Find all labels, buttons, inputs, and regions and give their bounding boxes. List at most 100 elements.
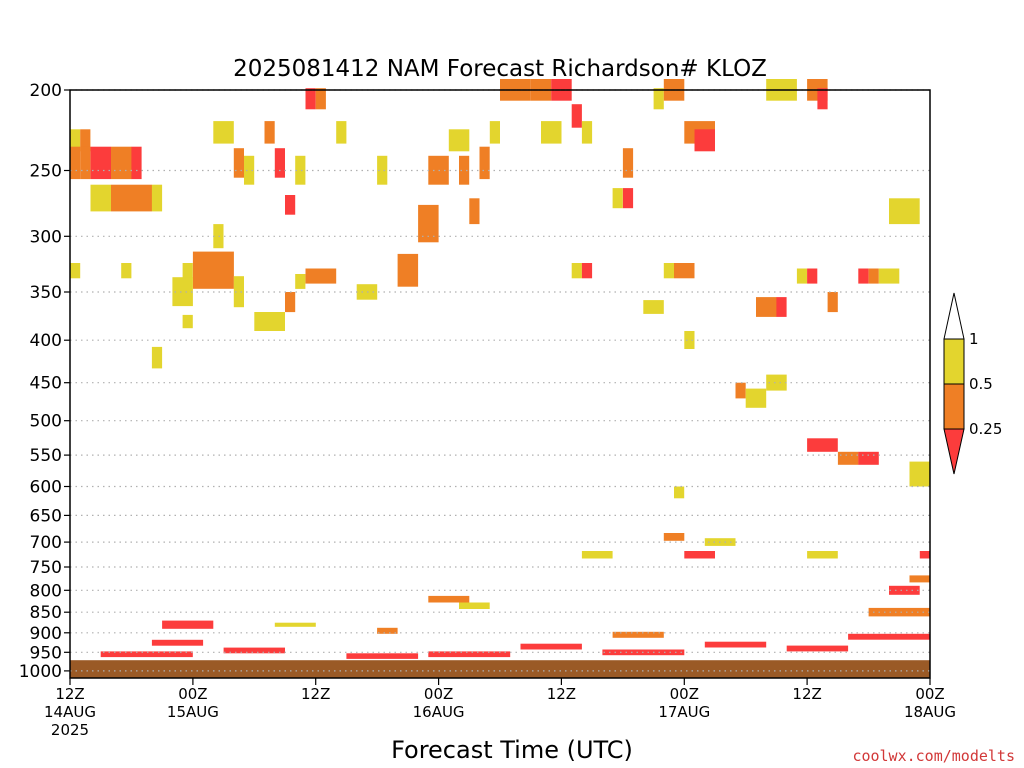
ri-cell-25	[244, 155, 255, 185]
ri-cell-69	[827, 292, 838, 313]
y-tick-label-450: 450	[30, 374, 62, 394]
y-tick-label-800: 800	[30, 581, 62, 601]
x-axis-label: Forecast Time (UTC)	[391, 736, 633, 764]
ri-cell-5	[111, 146, 132, 180]
ri-cell-29	[295, 155, 306, 185]
ri-cell-87	[909, 575, 930, 583]
x-tick-label-0-1: 12Z	[55, 685, 84, 703]
y-tick-label-950: 950	[30, 643, 62, 663]
legend-arrow-top	[943, 292, 965, 340]
ri-cell-72	[878, 268, 900, 284]
ri-cell-20	[285, 292, 296, 313]
ri-cell-71	[868, 268, 879, 284]
ri-cell-60	[643, 300, 664, 314]
ri-cell-98	[786, 645, 849, 652]
ri-cell-85	[581, 551, 613, 559]
legend-swatch-yellow	[943, 338, 965, 385]
ri-cell-1	[70, 146, 81, 180]
ri-cell-30	[305, 88, 316, 110]
y-tick-label-750: 750	[30, 558, 62, 578]
ri-cell-51	[612, 188, 623, 209]
x-tick-label-1-1: 00Z	[178, 685, 207, 703]
x-tick-label-0-3: 2025	[51, 721, 89, 739]
ri-cell-86	[807, 551, 838, 559]
ri-cell-36	[418, 204, 439, 243]
grid-lines	[70, 89, 930, 672]
ri-cell-103	[428, 595, 470, 603]
ri-cell-63	[776, 297, 787, 317]
y-tick-label-300: 300	[30, 227, 62, 247]
x-tick-label-2-1: 12Z	[301, 685, 330, 703]
ri-cell-21	[295, 274, 306, 289]
legend-label-0.5: 0.5	[969, 375, 993, 393]
ri-cell-57	[694, 129, 715, 152]
ground-fill	[70, 660, 930, 678]
ri-cell-66	[817, 88, 828, 110]
ri-cell-15	[172, 277, 193, 307]
ri-cell-68	[807, 268, 818, 284]
ri-cell-73	[889, 198, 920, 225]
ri-cell-75	[745, 388, 767, 408]
ri-cell-74	[735, 382, 746, 399]
y-tick-label-350: 350	[30, 283, 62, 303]
ri-cell-93	[346, 653, 419, 659]
y-tick-label-900: 900	[30, 624, 62, 644]
ri-cell-76	[766, 374, 787, 391]
ri-cell-3	[80, 146, 91, 180]
x-tick-label-7-2: 18AUG	[904, 703, 956, 721]
x-tick-label-1-2: 15AUG	[167, 703, 219, 721]
ri-cell-39	[459, 155, 470, 185]
ri-cell-61	[684, 331, 695, 349]
ri-cell-27	[274, 148, 285, 178]
ri-cell-23	[213, 121, 234, 144]
ri-cell-0	[70, 129, 81, 152]
ri-cell-58	[663, 263, 674, 279]
plot-frame	[69, 89, 931, 679]
x-tick-label-3-2: 16AUG	[413, 703, 465, 721]
y-tick-label-1000: 1000	[19, 662, 62, 682]
legend: 1 0.5 0.25	[943, 292, 1002, 475]
ri-cell-82	[663, 533, 685, 541]
x-tick-label-4-1: 12Z	[547, 685, 576, 703]
ri-cell-78	[837, 451, 859, 465]
ri-cell-18	[233, 276, 244, 308]
ri-cell-47	[541, 121, 562, 144]
ri-cell-10	[70, 263, 81, 279]
y-axis-ticks: 200 250 300 350 400 450 500 550 600 650 700 750 8008…	[19, 81, 70, 682]
ri-cell-79	[858, 451, 879, 465]
ri-cell-77	[807, 438, 838, 452]
ri-cell-14	[192, 251, 234, 289]
ri-cell-94	[428, 651, 511, 658]
ri-cell-91	[162, 620, 214, 629]
chart-title: 2025081412 NAM Forecast Richardson# KLOZ	[233, 56, 767, 82]
ri-cell-105	[612, 631, 664, 638]
ri-cell-19	[254, 312, 285, 331]
ri-cell-12	[151, 346, 163, 369]
ri-cell-53	[622, 148, 634, 178]
ri-cell-8	[131, 146, 142, 180]
ri-cell-24	[233, 148, 244, 178]
ri-cell-90	[151, 639, 204, 646]
ri-cell-16	[182, 314, 193, 329]
y-tick-label-200: 200	[30, 81, 62, 101]
ri-cell-9	[151, 184, 163, 212]
ri-cell-22	[305, 268, 337, 284]
legend-label-1: 1	[969, 330, 979, 348]
x-tick-label-5-1: 00Z	[670, 685, 699, 703]
y-tick-label-250: 250	[30, 162, 62, 182]
ri-cell-106	[274, 622, 316, 627]
ri-cell-11	[121, 263, 132, 279]
ri-cell-102	[377, 627, 398, 634]
y-tick-label-550: 550	[30, 446, 62, 466]
ri-cell-83	[684, 551, 715, 559]
ri-cell-40	[469, 198, 480, 225]
y-tick-label-650: 650	[30, 506, 62, 526]
ri-cell-4	[90, 146, 111, 180]
ri-cell-34	[377, 155, 388, 185]
ri-cell-6	[111, 184, 152, 212]
ri-cell-26	[264, 121, 275, 144]
y-tick-label-700: 700	[30, 533, 62, 553]
credit-text: coolwx.com/modelts	[852, 747, 1015, 765]
ri-cell-41	[479, 146, 490, 180]
